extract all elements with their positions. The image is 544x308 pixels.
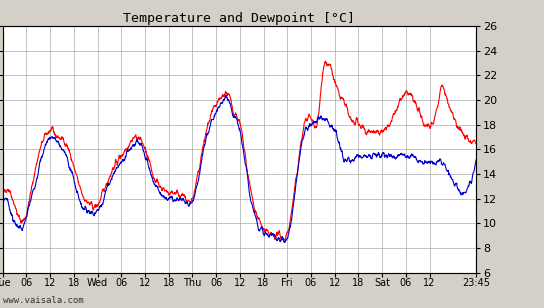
Title: Temperature and Dewpoint [°C]: Temperature and Dewpoint [°C] (123, 12, 355, 25)
Text: www.vaisala.com: www.vaisala.com (3, 296, 83, 305)
